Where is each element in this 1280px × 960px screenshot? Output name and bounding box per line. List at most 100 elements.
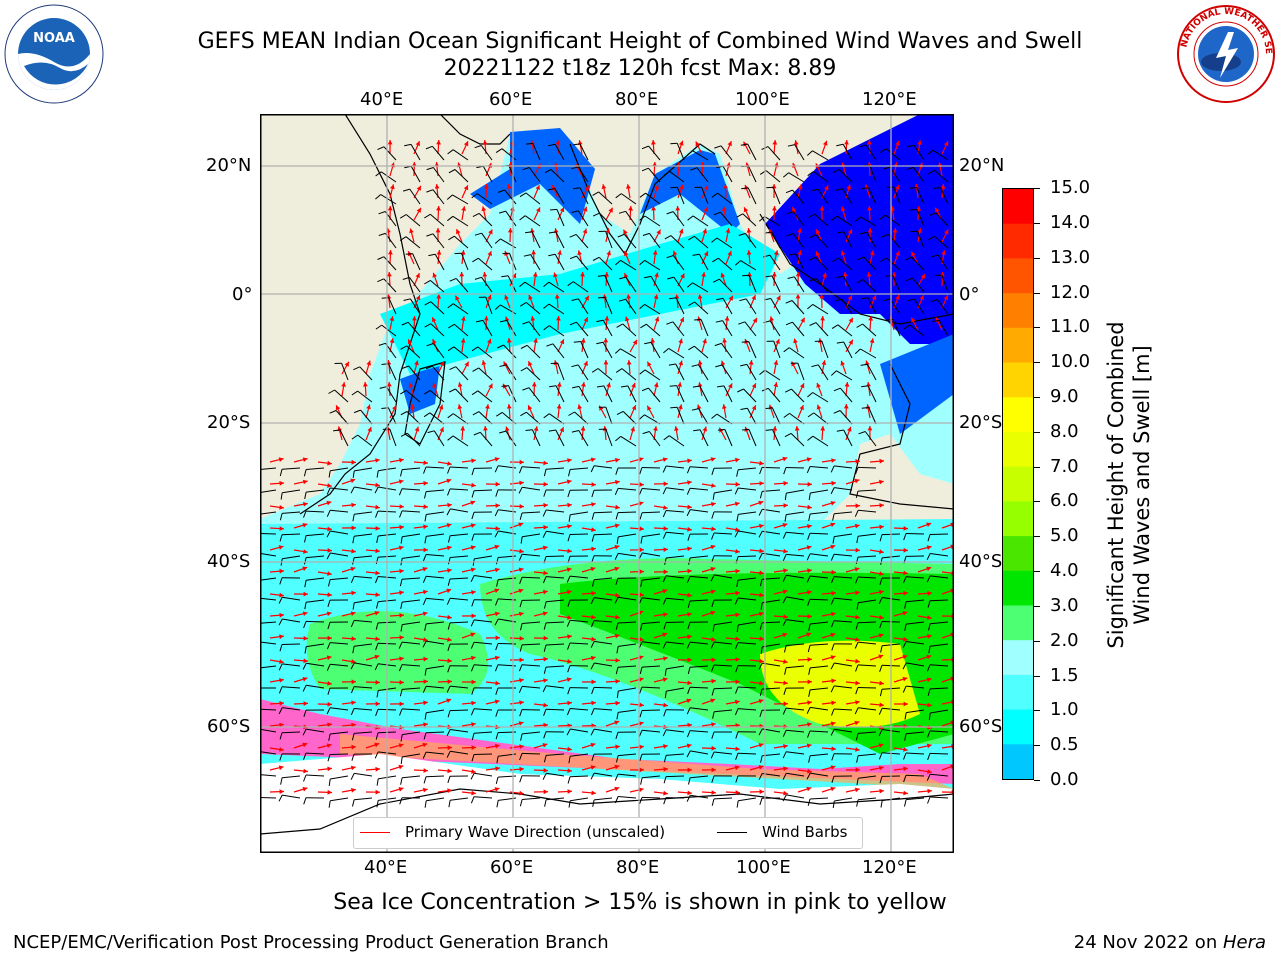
- wave-direction-arrowhead: [628, 206, 633, 211]
- wind-barb: [409, 188, 421, 205]
- wind-barb: [305, 510, 325, 513]
- wind-barb: [578, 430, 589, 447]
- wind-barb: [668, 347, 685, 359]
- wind-barb: [906, 685, 925, 689]
- wind-barb: [282, 489, 301, 494]
- wave-direction-arrowhead: [879, 458, 884, 464]
- wave-direction-arrowhead: [878, 654, 884, 659]
- wind-barb-flag: [717, 385, 725, 388]
- wind-barb: [906, 576, 925, 579]
- wave-direction-arrowhead: [831, 746, 836, 752]
- wind-barb-flag: [902, 685, 907, 693]
- wave-direction-arrowhead: [279, 505, 284, 510]
- wind-barb-flag: [590, 662, 595, 670]
- wind-barb-flag: [350, 686, 355, 694]
- wind-barb-flag: [856, 799, 859, 807]
- wave-direction-arrowhead: [819, 294, 825, 299]
- wave-direction-arrowhead: [926, 743, 932, 749]
- wave-direction-arrowhead: [423, 768, 428, 773]
- wave-direction-arrowhead: [423, 722, 428, 727]
- wind-barb-flag: [669, 297, 677, 300]
- wind-barb-flag: [400, 345, 407, 350]
- wind-barb-flag: [662, 487, 667, 495]
- wind-barb: [786, 619, 805, 623]
- wind-barb-flag: [422, 686, 427, 693]
- wind-barb-flag: [592, 256, 600, 261]
- wave-direction-arrowhead: [815, 251, 821, 257]
- wind-barb-flag: [782, 730, 787, 737]
- wind-barb: [409, 298, 421, 315]
- lat-tick-left-40s: 40°S: [207, 551, 251, 572]
- wind-barb-flag: [426, 189, 434, 193]
- wind-barb-flag: [399, 236, 407, 242]
- wind-barb-flag: [378, 232, 386, 236]
- wind-barb: [434, 253, 445, 271]
- wave-direction-arrowhead: [582, 206, 588, 212]
- wind-barb-flag: [811, 364, 819, 368]
- wind-barb: [522, 553, 541, 557]
- wind-barb: [549, 325, 565, 337]
- wave-direction-arrowhead: [735, 679, 740, 685]
- wind-barb: [906, 662, 925, 667]
- wind-barb-flag: [669, 385, 677, 387]
- wind-barb: [532, 143, 541, 161]
- wind-barb-flag: [638, 488, 643, 496]
- wind-barb-flag: [523, 254, 531, 257]
- wave-direction-arrowhead: [350, 566, 356, 572]
- wave-direction-arrowhead: [651, 206, 656, 211]
- wave-direction-arrowhead: [326, 655, 332, 661]
- wave-direction-arrowhead: [350, 765, 356, 771]
- wind-barb-flag: [783, 467, 787, 475]
- wave-direction-arrowhead: [399, 524, 404, 530]
- wind-barb-flag: [401, 365, 409, 369]
- wind-barb: [694, 345, 709, 359]
- wave-direction-arrowhead: [735, 590, 740, 596]
- wind-barb-flag: [926, 575, 931, 583]
- wind-barb-flag: [326, 707, 331, 715]
- wind-barb-flag: [614, 596, 619, 604]
- wind-barb: [524, 281, 541, 293]
- wave-direction-arrowhead: [392, 405, 397, 411]
- wind-barb-flag: [686, 750, 691, 758]
- wind-barb: [545, 665, 565, 668]
- wave-direction-arrowhead: [941, 250, 946, 255]
- wind-barb-flag: [590, 620, 595, 628]
- wind-barb-flag: [569, 255, 577, 260]
- wave-direction-arrowhead: [855, 680, 860, 686]
- wind-barb: [666, 531, 685, 535]
- wind-barb-flag: [424, 389, 431, 395]
- wind-barb-flag: [885, 275, 893, 277]
- wind-barb-flag: [670, 142, 678, 145]
- wave-direction-arrowhead: [615, 658, 620, 663]
- wave-direction-arrowhead: [927, 615, 932, 620]
- wind-barb-flag: [567, 642, 571, 650]
- wave-direction-arrowhead: [302, 457, 308, 462]
- bay-of-bengal-shallow: [640, 150, 740, 234]
- wave-direction-arrowhead: [879, 503, 884, 508]
- wind-barb-flag: [641, 167, 649, 172]
- wind-barb-flag: [402, 188, 410, 192]
- wave-direction-arrowhead: [758, 500, 764, 506]
- wind-barb: [426, 489, 445, 493]
- wind-barb: [432, 167, 445, 183]
- wind-barb: [408, 365, 421, 381]
- wind-barb: [790, 433, 805, 447]
- wind-barb: [594, 577, 613, 581]
- wind-barb-flag: [567, 599, 571, 607]
- wind-barb: [426, 640, 445, 645]
- wind-barb-flag: [472, 411, 480, 416]
- wind-barb: [701, 187, 709, 205]
- lat-tick-left-20s: 20°S: [207, 412, 251, 433]
- wind-barb-flag: [326, 664, 331, 671]
- wind-barb: [282, 794, 301, 799]
- wave-direction-arrowhead: [447, 637, 452, 642]
- wave-direction-arrowhead: [423, 524, 428, 530]
- wind-barb-flag: [376, 800, 379, 808]
- wave-direction-arrowhead: [341, 382, 346, 387]
- wind-barb-flag: [687, 622, 691, 630]
- wind-barb: [617, 511, 637, 514]
- wave-direction-arrowhead: [639, 482, 644, 487]
- wave-direction-arrowhead: [639, 744, 644, 750]
- wind-barb-flag: [542, 773, 547, 780]
- wave-direction-arrowhead: [687, 767, 692, 773]
